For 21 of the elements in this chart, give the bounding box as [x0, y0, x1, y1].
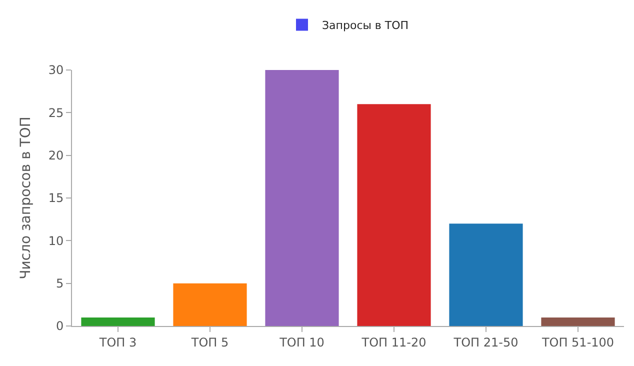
bar	[81, 317, 155, 326]
x-tick-label: ТОП 21-50	[452, 335, 518, 350]
x-tick-label: ТОП 3	[98, 335, 137, 350]
x-tick-label: ТОП 51-100	[540, 335, 614, 350]
y-axis-title: Число запросов в ТОП	[18, 116, 34, 280]
y-tick-label: 5	[56, 276, 64, 291]
y-tick-label: 0	[56, 319, 64, 334]
y-tick-label: 20	[48, 148, 64, 163]
text: Запросы в ТОП	[322, 19, 409, 32]
y-tick-label: 10	[48, 234, 64, 248]
bar	[173, 283, 247, 326]
y-tick-label: 25	[48, 106, 64, 120]
x-tick-label: ТОП 11-20	[360, 335, 426, 350]
x-tick-label: ТОП 10	[278, 335, 324, 350]
bar	[541, 317, 615, 326]
bar	[357, 104, 431, 326]
x-tick-label: ТОП 5	[190, 335, 229, 350]
y-tick-label: 30	[48, 63, 64, 78]
bar	[265, 70, 339, 326]
y-tick-label: 15	[48, 191, 64, 206]
bar	[449, 224, 523, 326]
